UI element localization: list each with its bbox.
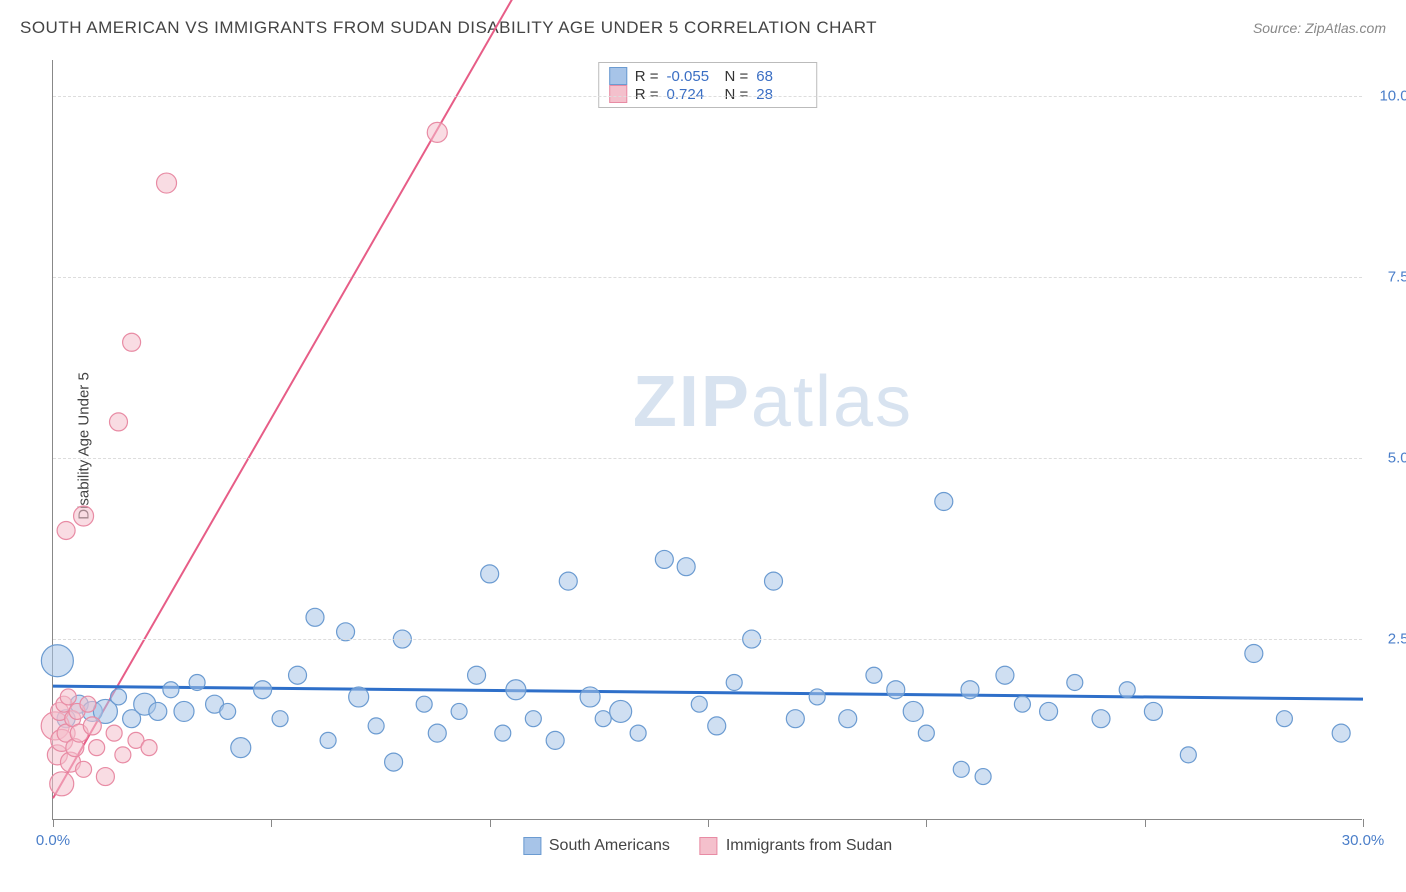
xtick — [1145, 819, 1146, 827]
gridline — [53, 458, 1362, 459]
xtick-label: 30.0% — [1342, 832, 1385, 849]
legend-row-1: R = -0.055 N = 68 — [609, 67, 807, 85]
r-value-1: -0.055 — [667, 68, 717, 85]
n-label: N = — [725, 68, 749, 85]
legend-item-1: South Americans — [523, 837, 670, 855]
xtick — [926, 819, 927, 827]
source-name: ZipAtlas.com — [1305, 20, 1386, 36]
source-attribution: Source: ZipAtlas.com — [1253, 20, 1386, 36]
r-label: R = — [635, 68, 659, 85]
n-label: N = — [725, 86, 749, 103]
legend-label-1: South Americans — [549, 837, 670, 855]
xtick-label: 0.0% — [36, 832, 70, 849]
gridline — [53, 639, 1362, 640]
source-label: Source: — [1253, 20, 1301, 36]
ytick-label: 10.0% — [1367, 88, 1406, 105]
ytick-label: 5.0% — [1367, 450, 1406, 467]
r-value-2: 0.724 — [667, 86, 717, 103]
n-value-2: 28 — [756, 86, 806, 103]
swatch-pink — [609, 85, 627, 103]
n-value-1: 68 — [756, 68, 806, 85]
correlation-legend: R = -0.055 N = 68 R = 0.724 N = 28 — [598, 62, 818, 108]
xtick — [490, 819, 491, 827]
series-legend: South Americans Immigrants from Sudan — [523, 837, 892, 855]
gridline — [53, 277, 1362, 278]
ytick-label: 7.5% — [1367, 269, 1406, 286]
xtick — [271, 819, 272, 827]
r-label: R = — [635, 86, 659, 103]
xtick — [708, 819, 709, 827]
swatch-blue — [609, 67, 627, 85]
ytick-label: 2.5% — [1367, 631, 1406, 648]
swatch-blue — [523, 837, 541, 855]
xtick — [53, 819, 54, 827]
scatter-svg — [53, 60, 1362, 819]
gridline — [53, 96, 1362, 97]
legend-item-2: Immigrants from Sudan — [700, 837, 892, 855]
legend-label-2: Immigrants from Sudan — [726, 837, 892, 855]
title-bar: SOUTH AMERICAN VS IMMIGRANTS FROM SUDAN … — [20, 18, 1386, 38]
xtick — [1363, 819, 1364, 827]
legend-row-2: R = 0.724 N = 28 — [609, 85, 807, 103]
chart-title: SOUTH AMERICAN VS IMMIGRANTS FROM SUDAN … — [20, 18, 877, 38]
swatch-pink — [700, 837, 718, 855]
plot-area: ZIPatlas R = -0.055 N = 68 R = 0.724 N =… — [52, 60, 1362, 820]
